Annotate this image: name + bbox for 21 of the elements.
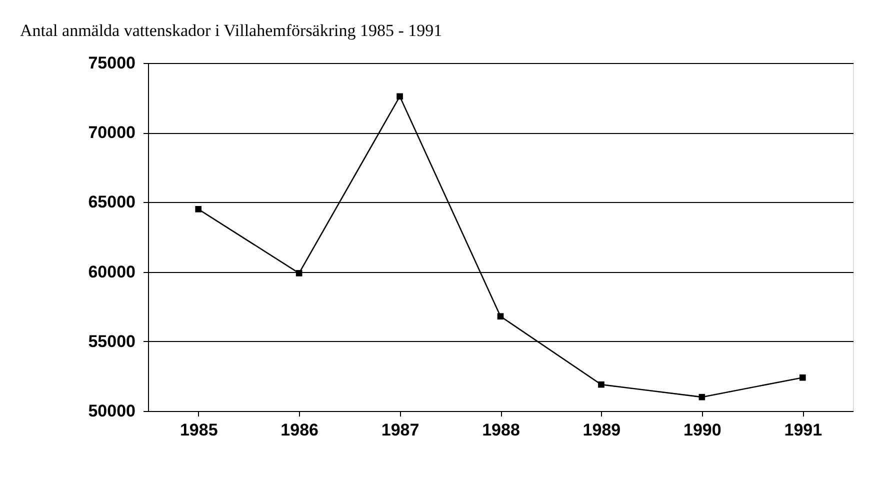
x-tick-label: 1991 [784,420,822,440]
y-tick-label: 70000 [88,123,136,142]
point [396,93,403,100]
x-tick-label: 1986 [280,420,318,440]
y-tick-label: 65000 [88,192,136,212]
x-tick-label: 1987 [381,420,420,440]
point [497,313,504,320]
x-tick-label: 1990 [684,420,722,440]
x-tick-label: 1985 [180,420,218,440]
x-tick-label: 1989 [582,420,621,440]
y-tick-label: 60000 [88,262,136,282]
point [598,381,604,388]
point [296,270,302,276]
y-tick-label: 50000 [88,402,136,420]
x-tick-label: 1988 [482,420,520,440]
point [799,374,806,381]
point [195,206,202,212]
point [698,394,706,400]
y-tick-label: 75000 [88,54,136,72]
y-tick-label: 55000 [88,332,136,351]
chart-title: Antal anmälda vattenskador i Villahemförsäkring 1985 - 1991 [20,21,442,40]
